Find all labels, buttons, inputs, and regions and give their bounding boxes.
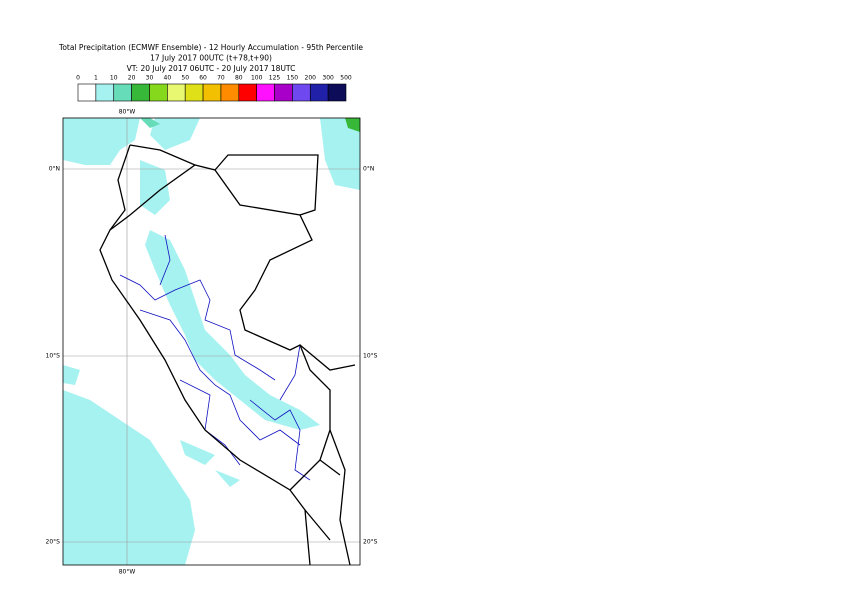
valid-time: VT: 20 July 2017 06UTC - 20 July 2017 18… <box>127 64 296 73</box>
legend-swatch <box>113 83 132 102</box>
legend-swatch <box>274 83 293 102</box>
legend-label: 30 <box>146 75 154 82</box>
legend-label: 10 <box>110 75 118 82</box>
legend-swatch <box>202 83 222 102</box>
legend-swatch <box>184 83 204 102</box>
legend-swatch <box>309 83 329 102</box>
lon-label: 80°W <box>119 109 136 116</box>
subtitle: 17 July 2017 00UTC (t+78,t+90) <box>150 54 272 63</box>
legend-swatch <box>77 83 97 102</box>
lat-label: 20°S <box>363 539 378 546</box>
legend-label: 60 <box>199 75 207 82</box>
legend-label: 100 <box>251 75 263 82</box>
legend-swatch <box>238 83 257 102</box>
legend-label: 70 <box>217 75 225 82</box>
legend-label: 500 <box>340 75 352 82</box>
lat-label: 0°N <box>49 166 60 173</box>
legend-swatch <box>220 83 240 102</box>
legend-label: 0 <box>76 75 80 82</box>
title: Total Precipitation (ECMWF Ensemble) - 1… <box>58 43 363 52</box>
legend-swatch <box>149 83 168 102</box>
legend-label: 150 <box>287 75 299 82</box>
legend-swatch <box>256 83 275 102</box>
legend-label: 300 <box>322 75 334 82</box>
legend-label: 1 <box>94 75 98 82</box>
map-area <box>63 118 360 565</box>
legend-label: 200 <box>305 75 317 82</box>
lat-label: 0°N <box>363 166 374 173</box>
lon-label: 80°W <box>119 569 136 576</box>
lat-label: 10°S <box>46 353 61 360</box>
legend-label: 40 <box>164 75 172 82</box>
legend-swatch <box>131 83 150 102</box>
legend-label: 80 <box>235 75 243 82</box>
legend-label: 50 <box>181 75 189 82</box>
legend-swatch <box>95 83 115 102</box>
legend-label: 125 <box>269 75 281 82</box>
legend-swatch <box>327 83 347 102</box>
lat-label: 20°S <box>46 539 61 546</box>
legend-swatch <box>167 83 186 102</box>
lat-label: 10°S <box>363 353 378 360</box>
legend-swatch <box>292 83 311 102</box>
legend-label: 20 <box>128 75 136 82</box>
legend: 0 1 10 20 30 40 50 60 70 80 100 125 150 200 300 500 <box>76 75 352 102</box>
